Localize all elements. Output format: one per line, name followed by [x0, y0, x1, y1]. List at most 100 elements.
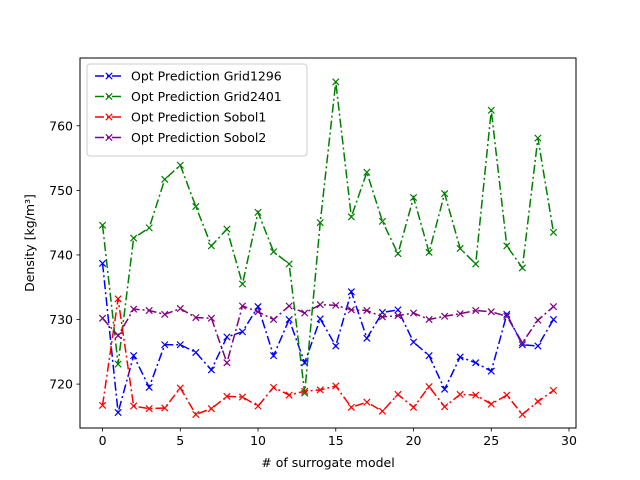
data-point-opt-prediction-grid2401 [518, 264, 526, 272]
data-point-opt-prediction-grid2401 [456, 244, 464, 253]
x-tick-label: 15 [328, 433, 344, 448]
data-point-opt-prediction-grid2401 [409, 193, 418, 202]
data-point-opt-prediction-grid2401 [549, 228, 558, 236]
data-point-opt-prediction-sobol1 [285, 391, 293, 399]
data-point-opt-prediction-sobol1 [440, 403, 449, 411]
y-axis: 720 730 740 750 760 [49, 118, 80, 392]
data-point-opt-prediction-sobol1 [347, 403, 355, 411]
data-point-opt-prediction-grid2401 [472, 260, 480, 268]
data-point-opt-prediction-grid1296 [316, 315, 324, 323]
legend-marker [105, 92, 113, 101]
data-point-opt-prediction-sobol1 [192, 410, 200, 419]
data-point-opt-prediction-sobol1 [472, 391, 480, 399]
data-point-opt-prediction-grid1296 [363, 334, 371, 342]
data-point-opt-prediction-grid2401 [254, 208, 262, 216]
y-tick-label: 720 [49, 377, 73, 392]
data-point-opt-prediction-sobol1 [332, 382, 340, 390]
data-point-opt-prediction-grid1296 [549, 315, 558, 324]
data-point-opt-prediction-sobol2 [207, 314, 216, 322]
data-point-opt-prediction-sobol1 [409, 403, 418, 411]
data-point-opt-prediction-grid1296 [130, 352, 138, 360]
data-point-opt-prediction-grid2401 [192, 202, 200, 211]
x-axis-label: # of surrogate model [261, 455, 394, 470]
data-point-opt-prediction-grid2401 [285, 260, 293, 268]
data-point-opt-prediction-grid1296 [394, 306, 402, 314]
x-tick-label: 20 [406, 433, 422, 448]
data-point-opt-prediction-sobol1 [518, 410, 526, 419]
y-tick-label: 760 [49, 118, 73, 133]
x-axis: 0 5 10 15 20 25 30 [99, 428, 577, 448]
data-point-opt-prediction-grid1296 [192, 348, 200, 357]
data-point-opt-prediction-grid2401 [223, 225, 231, 233]
x-tick-label: 10 [250, 433, 266, 448]
y-tick-label: 750 [49, 183, 73, 198]
data-point-opt-prediction-grid1296 [161, 341, 169, 349]
x-tick-label: 25 [483, 433, 499, 448]
data-point-opt-prediction-grid1296 [518, 341, 526, 349]
data-point-opt-prediction-grid1296 [456, 353, 464, 361]
data-point-opt-prediction-sobol1 [363, 398, 371, 406]
series-layer [98, 78, 558, 419]
legend-label: Opt Prediction Sobol2 [131, 130, 266, 145]
data-point-opt-prediction-grid2401 [394, 250, 402, 258]
legend-box [86, 63, 308, 157]
data-point-opt-prediction-grid2401 [425, 248, 433, 256]
legend-item-opt-prediction-sobol1: Opt Prediction Sobol1 [95, 110, 266, 125]
legend-marker [105, 72, 113, 80]
data-point-opt-prediction-sobol2 [161, 310, 169, 318]
data-point-opt-prediction-grid1296 [176, 341, 184, 349]
data-point-opt-prediction-sobol1 [456, 390, 464, 399]
data-point-opt-prediction-sobol2 [130, 305, 138, 313]
series-line-opt-prediction-sobol2 [101, 303, 554, 366]
data-point-opt-prediction-sobol1 [487, 400, 495, 408]
x-tick-label: 0 [99, 433, 107, 448]
data-point-opt-prediction-sobol2 [440, 312, 449, 320]
data-point-opt-prediction-grid2401 [269, 248, 278, 256]
data-point-opt-prediction-sobol2 [269, 315, 278, 324]
data-point-opt-prediction-grid1296 [503, 310, 511, 318]
data-point-opt-prediction-grid1296 [332, 342, 340, 350]
data-point-opt-prediction-sobol1 [301, 387, 309, 395]
legend-item-opt-prediction-grid1296: Opt Prediction Grid1296 [95, 69, 282, 84]
data-point-opt-prediction-sobol1 [238, 393, 247, 401]
data-point-opt-prediction-grid1296 [440, 385, 449, 393]
data-point-opt-prediction-sobol1 [316, 386, 324, 394]
data-point-opt-prediction-sobol1 [254, 402, 262, 410]
data-point-opt-prediction-grid2401 [440, 189, 449, 198]
legend-item-opt-prediction-sobol2: Opt Prediction Sobol2 [95, 130, 266, 145]
series-opt-prediction-sobol1 [98, 295, 558, 419]
legend-item-opt-prediction-grid2401: Opt Prediction Grid2401 [95, 89, 282, 104]
data-point-opt-prediction-sobol2 [534, 316, 542, 324]
data-point-opt-prediction-sobol2 [394, 312, 402, 320]
data-point-opt-prediction-grid1296 [534, 342, 542, 350]
data-point-opt-prediction-sobol1 [394, 390, 402, 399]
data-point-opt-prediction-sobol2 [456, 310, 464, 318]
data-point-opt-prediction-sobol2 [363, 306, 371, 315]
data-point-opt-prediction-sobol2 [301, 309, 309, 317]
data-point-opt-prediction-sobol1 [176, 384, 184, 392]
data-point-opt-prediction-sobol2 [549, 302, 558, 311]
data-point-opt-prediction-sobol2 [518, 339, 526, 347]
data-point-opt-prediction-sobol1 [425, 383, 433, 391]
data-point-opt-prediction-sobol2 [378, 313, 387, 321]
legend: Opt Prediction Grid1296 Opt Prediction Gr… [86, 63, 308, 157]
y-tick-label: 730 [49, 312, 73, 327]
data-point-opt-prediction-sobol2 [487, 308, 495, 316]
data-point-opt-prediction-sobol1 [130, 402, 138, 410]
data-point-opt-prediction-grid1296 [238, 328, 247, 336]
data-point-opt-prediction-sobol1 [534, 397, 542, 406]
data-point-opt-prediction-grid1296 [98, 259, 107, 267]
data-point-opt-prediction-sobol1 [98, 401, 107, 410]
data-point-opt-prediction-sobol1 [549, 386, 558, 395]
data-point-opt-prediction-sobol2 [285, 302, 293, 310]
data-point-opt-prediction-grid2401 [378, 217, 387, 225]
data-point-opt-prediction-sobol2 [503, 312, 511, 320]
data-point-opt-prediction-grid2401 [176, 161, 184, 169]
series-line-opt-prediction-grid1296 [101, 263, 555, 413]
data-point-opt-prediction-sobol2 [176, 304, 184, 313]
data-point-opt-prediction-sobol2 [347, 306, 355, 314]
data-point-opt-prediction-grid1296 [285, 315, 293, 324]
data-point-opt-prediction-grid2401 [238, 280, 247, 288]
